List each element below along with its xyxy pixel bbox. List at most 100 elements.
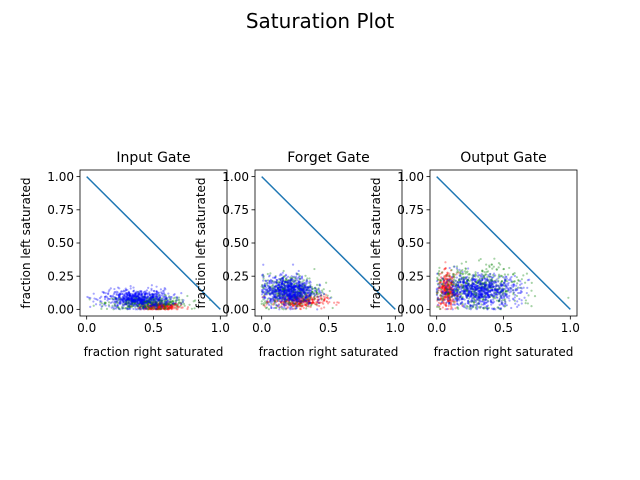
point: [172, 303, 176, 306]
point: [159, 307, 162, 310]
point: [302, 297, 305, 300]
point: [287, 295, 291, 298]
point: [505, 293, 509, 296]
point: [320, 298, 324, 301]
point: [138, 306, 141, 309]
point: [478, 296, 481, 299]
point: [129, 292, 133, 295]
point: [300, 304, 303, 307]
x-axis-label: fraction right saturated: [434, 345, 574, 359]
point: [300, 301, 303, 304]
point: [311, 301, 315, 304]
point: [130, 300, 133, 304]
point: [298, 287, 301, 290]
point: [154, 302, 157, 305]
point: [265, 306, 269, 309]
point: [119, 293, 122, 296]
point: [456, 286, 460, 289]
point: [115, 300, 118, 303]
point: [137, 297, 140, 300]
point: [480, 289, 483, 292]
point: [303, 298, 306, 301]
point: [490, 301, 493, 304]
point: [126, 306, 130, 309]
point: [134, 295, 137, 299]
point: [166, 306, 169, 309]
point: [485, 284, 488, 287]
point: [316, 304, 319, 307]
point: [154, 302, 158, 306]
point: [147, 305, 150, 308]
point: [161, 305, 164, 308]
point: [125, 298, 128, 301]
point: [468, 290, 471, 293]
point: [447, 299, 450, 303]
point: [445, 289, 448, 293]
point: [284, 278, 287, 281]
point: [300, 288, 303, 292]
point: [163, 303, 166, 306]
point: [151, 303, 154, 306]
point: [144, 306, 147, 309]
point: [292, 275, 296, 278]
point: [476, 281, 479, 284]
point: [499, 294, 503, 297]
point: [496, 306, 499, 309]
point: [500, 285, 503, 288]
point: [474, 291, 477, 294]
point: [273, 298, 277, 301]
point: [274, 285, 277, 288]
point: [446, 292, 450, 296]
point: [489, 284, 492, 287]
point: [177, 301, 181, 304]
point: [261, 296, 264, 299]
point: [481, 275, 484, 279]
point: [137, 307, 141, 310]
point: [514, 287, 517, 290]
point: [502, 267, 506, 271]
point: [130, 302, 133, 305]
point: [449, 298, 452, 301]
point: [472, 303, 475, 306]
point: [163, 300, 166, 303]
point: [488, 286, 491, 290]
point: [503, 300, 507, 303]
point: [443, 293, 447, 296]
point: [445, 285, 448, 288]
point: [296, 290, 300, 293]
point: [89, 305, 92, 308]
point: [297, 291, 300, 294]
point: [444, 293, 447, 296]
point: [450, 306, 453, 309]
point: [159, 305, 163, 309]
point: [458, 286, 462, 289]
point: [470, 300, 473, 303]
point: [474, 271, 477, 274]
point: [289, 285, 292, 288]
point: [286, 286, 289, 289]
point: [289, 294, 292, 297]
point: [136, 298, 140, 301]
point: [309, 294, 312, 297]
point: [289, 278, 293, 282]
point: [453, 293, 456, 296]
point: [131, 303, 134, 306]
point: [504, 294, 507, 297]
point: [126, 301, 130, 304]
point: [304, 295, 307, 299]
point: [145, 300, 149, 303]
point: [488, 286, 491, 289]
point: [164, 306, 167, 309]
point: [282, 283, 286, 286]
point: [446, 297, 449, 300]
point: [303, 286, 306, 290]
point: [289, 295, 292, 298]
point: [322, 288, 325, 291]
point: [277, 292, 281, 295]
point: [281, 276, 284, 279]
point: [300, 289, 303, 292]
point: [293, 292, 296, 296]
point: [281, 286, 284, 289]
point: [462, 279, 466, 282]
point: [448, 278, 451, 281]
